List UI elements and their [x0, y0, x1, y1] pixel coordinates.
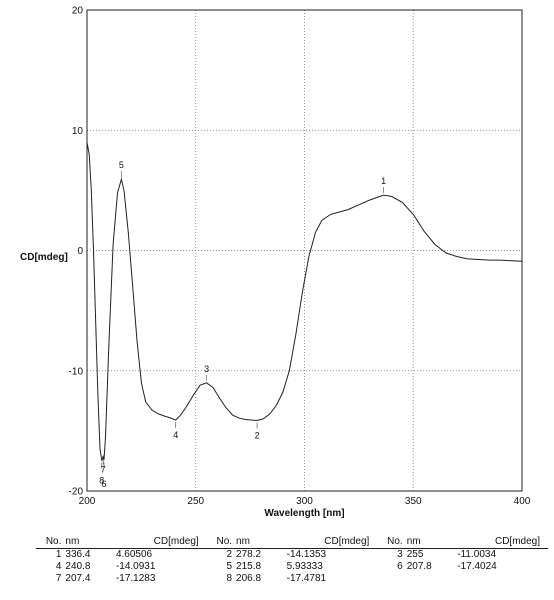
peak-cd: [455, 573, 548, 585]
header-no: No.: [377, 536, 405, 549]
peak-no: 1: [55, 549, 62, 560]
y-tick-labels: 20 10 0 -10 -20: [69, 6, 84, 498]
table-row: 7 207.4 -17.1283 8 206.8 -17.4781: [36, 573, 548, 585]
grid-lines: [87, 10, 522, 491]
header-nm: nm: [234, 536, 285, 549]
peak-no: [377, 573, 404, 585]
cd-curve: [86, 142, 523, 461]
x-tick-label: 250: [187, 496, 204, 507]
peak-no: 5: [226, 561, 233, 572]
header-nm: nm: [63, 536, 114, 549]
header-cd: CD[mdeg]: [113, 536, 207, 549]
peak-label-1: 1: [381, 176, 386, 186]
y-tick-label: -20: [69, 487, 84, 498]
header-nm: nm: [404, 536, 456, 549]
x-tick-label: 300: [296, 496, 313, 507]
peak-no: 4: [55, 561, 62, 572]
peak-label-6: 6: [101, 479, 106, 489]
cd-spectrum-chart: 200 250 300 350 400 20 10 0 -10 -20 1 2 3 4 5 6 7 8 Wav…: [20, 6, 531, 520]
peak-no: 3: [397, 549, 403, 560]
peak-nm: 336.4: [65, 549, 91, 560]
peak-no: 8: [226, 573, 233, 584]
peak-label-7: 7: [101, 464, 106, 474]
x-axis-label: Wavelength [nm]: [264, 508, 344, 519]
header-cd: CD[mdeg]: [284, 536, 378, 549]
peak-nm: 207.4: [65, 573, 91, 584]
peak-no: 6: [397, 561, 403, 572]
peak-table-header: No. nm CD[mdeg] No. nm CD[mdeg] No. nm C…: [36, 536, 548, 549]
peak-nm: 240.8: [65, 561, 91, 572]
peak-cd: 4.60506: [115, 549, 153, 560]
header-cd: CD[mdeg]: [455, 536, 548, 549]
peak-nm: 207.8: [406, 561, 432, 572]
header-no: No.: [36, 536, 64, 549]
peak-no: 7: [55, 573, 62, 584]
peak-nm: 215.8: [236, 561, 262, 572]
peak-cd: -17.4781: [286, 573, 327, 584]
peak-nm: 278.2: [236, 549, 262, 560]
x-tick-label: 350: [405, 496, 422, 507]
y-tick-label: 10: [72, 126, 84, 137]
y-axis-label: CD[mdeg]: [20, 252, 68, 263]
plot-frame: [86, 9, 523, 492]
table-row: 1 336.4 4.60506 2 278.2 -14.1353 3 255 -…: [36, 549, 548, 562]
peak-cd: 5.93333: [286, 561, 323, 572]
peak-no: 2: [226, 549, 233, 560]
peak-label-3: 3: [204, 364, 209, 374]
peak-cd: -11.0034: [457, 549, 497, 560]
peak-markers: 1 2 3 4 5 6 7 8: [99, 160, 386, 489]
x-tick-label: 400: [514, 496, 531, 507]
x-tick-label: 200: [79, 496, 96, 507]
peak-label-5: 5: [119, 160, 124, 170]
peak-cd: -17.1283: [115, 573, 156, 584]
table-row: 4 240.8 -14.0931 5 215.8 5.93333 6 207.8…: [36, 561, 548, 573]
peak-nm: 206.8: [236, 573, 262, 584]
peak-cd: -14.0931: [115, 561, 156, 572]
peak-label-8: 8: [99, 476, 104, 486]
y-tick-label: 0: [77, 246, 83, 257]
peak-label-2: 2: [255, 430, 260, 440]
peak-nm: 255: [406, 549, 424, 560]
y-tick-label: 20: [72, 6, 84, 17]
peak-label-4: 4: [173, 430, 178, 440]
peak-cd: -14.1353: [286, 549, 327, 560]
peak-table: No. nm CD[mdeg] No. nm CD[mdeg] No. nm C…: [36, 536, 548, 585]
x-tick-labels: 200 250 300 350 400: [79, 496, 531, 507]
y-tick-label: -10: [69, 366, 84, 377]
peak-cd: -17.4024: [457, 561, 497, 572]
peak-nm: [405, 573, 456, 585]
header-no: No.: [206, 536, 235, 549]
